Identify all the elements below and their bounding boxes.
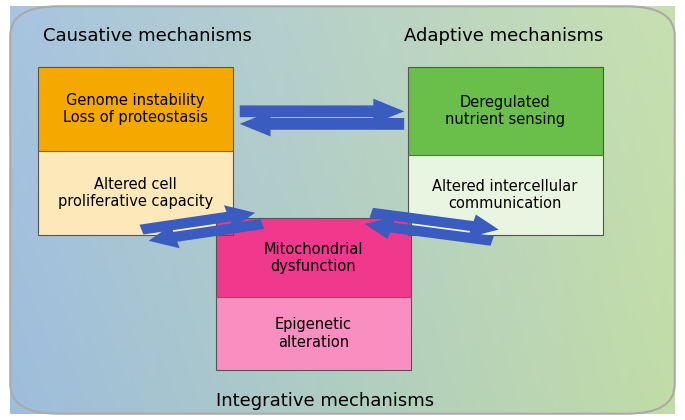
Bar — [38, 67, 233, 151]
Text: Mitochondrial
dysfunction: Mitochondrial dysfunction — [264, 241, 363, 274]
Polygon shape — [240, 99, 404, 124]
Bar — [408, 67, 603, 235]
Text: Altered intercellular
communication: Altered intercellular communication — [432, 178, 578, 211]
Bar — [408, 155, 603, 235]
Bar — [216, 218, 411, 297]
Text: Deregulated
nutrient sensing: Deregulated nutrient sensing — [445, 94, 565, 127]
Text: Epigenetic
alteration: Epigenetic alteration — [275, 317, 352, 349]
Polygon shape — [240, 111, 404, 136]
Text: Integrative mechanisms: Integrative mechanisms — [216, 392, 434, 410]
Polygon shape — [149, 219, 264, 248]
Polygon shape — [365, 216, 494, 246]
Text: Causative mechanisms: Causative mechanisms — [43, 27, 251, 45]
Polygon shape — [140, 205, 255, 234]
Bar — [216, 297, 411, 370]
Bar — [216, 218, 411, 370]
Bar — [408, 67, 603, 155]
Text: Altered cell
proliferative capacity: Altered cell proliferative capacity — [58, 177, 213, 210]
Polygon shape — [369, 208, 499, 238]
Text: Adaptive mechanisms: Adaptive mechanisms — [403, 27, 603, 45]
Text: Genome instability
Loss of proteostasis: Genome instability Loss of proteostasis — [63, 93, 208, 126]
Bar — [38, 151, 233, 235]
Bar — [38, 67, 233, 235]
